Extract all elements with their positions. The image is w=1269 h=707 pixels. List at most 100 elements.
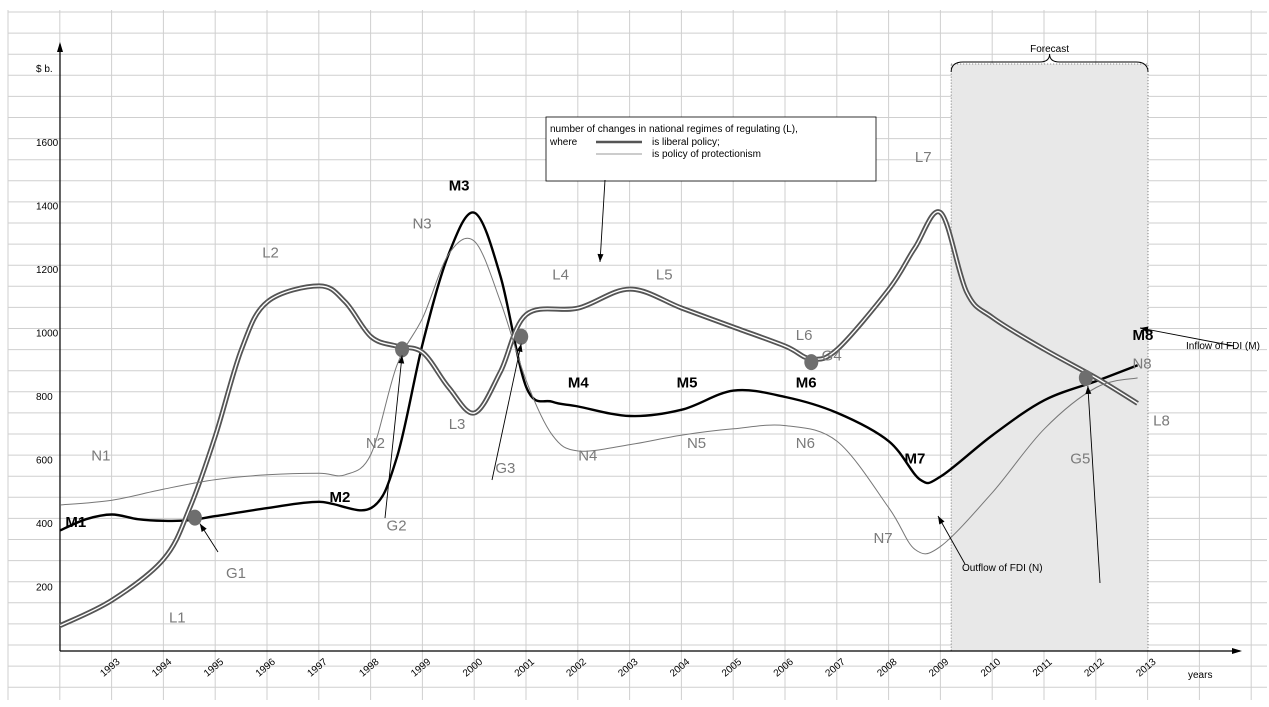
- y-tick-label: 1200: [36, 265, 59, 276]
- intersection-marker: [395, 341, 410, 358]
- y-tick-label: 1600: [36, 138, 59, 149]
- x-tick-label: 1997: [306, 656, 330, 679]
- y-tick-label: 600: [36, 456, 53, 467]
- x-tick-label: 2012: [1083, 656, 1107, 679]
- legend: number of changes in national regimes of…: [545, 116, 877, 182]
- y-tick-label: 400: [36, 519, 53, 530]
- x-tick-label: 2010: [979, 656, 1003, 679]
- point-label: L6: [796, 327, 813, 344]
- legend-where: where: [549, 137, 578, 148]
- point-label: L3: [449, 416, 466, 433]
- arrow-line: [491, 343, 522, 481]
- intersection-marker: [1078, 369, 1093, 386]
- arrow-head: [398, 355, 405, 364]
- x-tick-label: 2003: [616, 656, 640, 679]
- arrow-line: [384, 355, 403, 519]
- arrow-line: [1087, 385, 1101, 584]
- x-tick-label: 2001: [513, 656, 537, 679]
- x-axis-label: years: [1188, 670, 1212, 681]
- inflow-annotation: Inflow of FDI (M): [1186, 341, 1260, 352]
- arrow-head: [199, 523, 207, 533]
- point-label: M1: [65, 514, 86, 531]
- x-tick-label: 1999: [409, 656, 433, 679]
- arrow-line: [599, 179, 606, 263]
- y-tick-label: 1400: [36, 202, 59, 213]
- point-label: L2: [262, 244, 279, 261]
- y-tick-label: 200: [36, 583, 53, 594]
- point-label: N3: [412, 216, 431, 233]
- x-tick-label: 1996: [254, 656, 278, 679]
- point-label: L5: [656, 267, 673, 284]
- y-tick-label: 1000: [36, 329, 59, 340]
- y-tick-labels: 200 400 600 800 1000 1200 1400 1600: [36, 138, 59, 594]
- point-label: L7: [915, 149, 932, 166]
- legend-box: [545, 116, 877, 182]
- x-tick-labels: 1993 1994 1995 1996 1997 1998 1999 2000 2001 2002…: [98, 656, 1158, 679]
- series-line-outflow: [60, 237, 1138, 555]
- forecast-area: [950, 63, 1149, 652]
- y-tick-label: 800: [36, 392, 53, 403]
- y-axis-label: $ b.: [36, 64, 53, 75]
- point-label: N1: [91, 448, 110, 465]
- arrow-head: [1140, 326, 1149, 333]
- point-label: M5: [677, 374, 698, 391]
- series-line-regimes-core: [59, 210, 1138, 627]
- x-tick-label: 2007: [824, 656, 848, 679]
- arrows: [199, 179, 1235, 584]
- point-label: G5: [1070, 451, 1090, 468]
- legend-title: number of changes in national regimes of…: [550, 124, 798, 135]
- x-tick-label: 2000: [461, 656, 485, 679]
- point-label: M8: [1132, 327, 1153, 344]
- point-label: M7: [905, 451, 926, 468]
- outflow-annotation: Outflow of FDI (N): [962, 563, 1043, 574]
- x-axis-arrow: [1232, 648, 1242, 654]
- arrow-head: [597, 253, 604, 262]
- intersection-markers: [187, 328, 1093, 526]
- x-tick-label: 1995: [202, 656, 226, 679]
- x-tick-label: 2006: [772, 656, 796, 679]
- x-tick-label: 1993: [98, 656, 122, 679]
- x-tick-label: 2011: [1031, 657, 1055, 680]
- x-tick-label: 2008: [875, 656, 899, 679]
- x-tick-label: 2009: [927, 656, 951, 679]
- legend-protection: is policy of protectionism: [652, 149, 761, 160]
- point-label: M3: [449, 178, 470, 195]
- axes: [57, 42, 1242, 654]
- x-tick-label: 1998: [357, 656, 381, 679]
- arrow-line: [1139, 327, 1235, 347]
- forecast-label: Forecast: [1030, 44, 1069, 55]
- intersection-marker: [514, 328, 529, 345]
- point-label: L4: [552, 267, 569, 284]
- point-label: G2: [387, 517, 407, 534]
- point-label: M2: [330, 489, 351, 506]
- point-label: N5: [687, 435, 706, 452]
- point-label: N6: [796, 435, 815, 452]
- intersection-marker: [804, 354, 819, 371]
- intersection-marker: [187, 509, 202, 526]
- point-label: G3: [495, 460, 515, 477]
- forecast-brace: [950, 53, 1149, 73]
- x-tick-label: 1994: [150, 656, 174, 679]
- point-label: M4: [568, 374, 589, 391]
- point-label: G1: [226, 565, 246, 582]
- point-label: L8: [1153, 413, 1170, 430]
- point-label: L1: [169, 609, 186, 626]
- point-label: N7: [873, 530, 892, 547]
- y-axis-arrow: [57, 42, 63, 52]
- x-tick-label: 2002: [565, 656, 589, 679]
- arrow-line: [937, 515, 966, 565]
- point-label: G4: [822, 347, 842, 364]
- x-tick-label: 2005: [720, 656, 744, 679]
- point-label: N4: [578, 448, 597, 465]
- x-tick-label: 2013: [1134, 656, 1158, 679]
- point-label: M6: [796, 374, 817, 391]
- legend-liberal: is liberal policy;: [652, 137, 720, 148]
- arrow-head: [516, 343, 523, 353]
- point-labels: M1 M2 M3 M4 M5 M6 M7 M8 L1 L2 L3 L4 L5 L6 L7 L8 N1 N2 N3 N4…: [65, 149, 1169, 626]
- point-label: N8: [1132, 355, 1151, 372]
- arrow-head: [1085, 385, 1092, 395]
- x-tick-label: 2004: [668, 656, 692, 679]
- point-label: N2: [366, 435, 385, 452]
- arrow-head: [938, 516, 945, 525]
